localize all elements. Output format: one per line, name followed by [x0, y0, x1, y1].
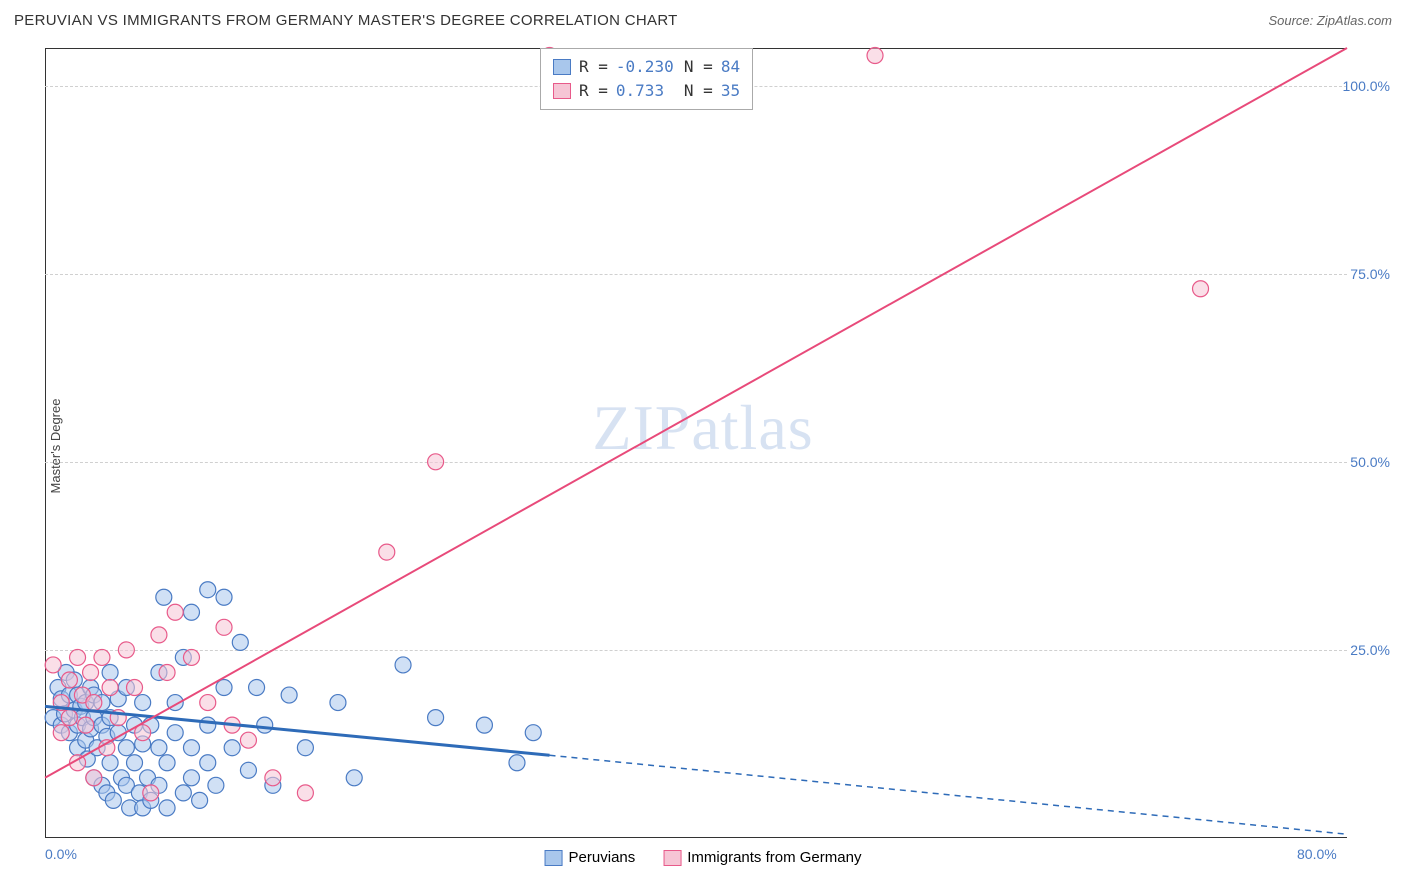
- chart-source: Source: ZipAtlas.com: [1268, 13, 1392, 28]
- legend-swatch: [663, 850, 681, 866]
- data-point: [53, 725, 69, 741]
- data-point: [257, 717, 273, 733]
- stats-r-value: -0.230: [616, 55, 676, 79]
- data-point: [102, 680, 118, 696]
- data-point: [175, 785, 191, 801]
- data-point: [61, 672, 77, 688]
- stats-r-value: 0.733: [616, 79, 676, 103]
- data-point: [216, 680, 232, 696]
- data-point: [281, 687, 297, 703]
- stats-row: R = -0.230 N = 84: [553, 55, 740, 79]
- data-point: [135, 695, 151, 711]
- data-point: [127, 755, 143, 771]
- stats-swatch: [553, 83, 571, 99]
- legend-swatch: [545, 850, 563, 866]
- data-point: [102, 755, 118, 771]
- data-point: [240, 762, 256, 778]
- data-point: [167, 725, 183, 741]
- y-tick-label: 75.0%: [1350, 266, 1390, 282]
- data-point: [509, 755, 525, 771]
- stats-r-label: R =: [579, 55, 608, 79]
- data-point: [78, 717, 94, 733]
- data-point: [200, 695, 216, 711]
- data-point: [183, 770, 199, 786]
- data-point: [156, 589, 172, 605]
- data-point: [224, 740, 240, 756]
- data-point: [183, 740, 199, 756]
- data-point: [151, 740, 167, 756]
- legend-item: Peruvians: [545, 849, 636, 866]
- data-point: [395, 657, 411, 673]
- data-point: [118, 642, 134, 658]
- data-point: [216, 589, 232, 605]
- x-tick-label: 80.0%: [1297, 846, 1337, 862]
- scatter-plot-svg: [45, 48, 1347, 838]
- data-point: [94, 649, 110, 665]
- y-tick-label: 25.0%: [1350, 642, 1390, 658]
- stats-swatch: [553, 59, 571, 75]
- data-point: [200, 755, 216, 771]
- data-point: [143, 785, 159, 801]
- data-point: [159, 800, 175, 816]
- data-point: [428, 710, 444, 726]
- chart-legend: Peruvians Immigrants from Germany: [537, 847, 870, 868]
- trend-line: [45, 48, 1347, 778]
- stats-n-label: N =: [684, 55, 713, 79]
- stats-n-value: 84: [721, 55, 740, 79]
- data-point: [265, 770, 281, 786]
- stats-r-label: R =: [579, 79, 608, 103]
- data-point: [86, 695, 102, 711]
- data-point: [232, 634, 248, 650]
- chart-title: PERUVIAN VS IMMIGRANTS FROM GERMANY MAST…: [14, 12, 678, 29]
- data-point: [105, 792, 121, 808]
- stats-n-value: 35: [721, 79, 740, 103]
- chart-header: PERUVIAN VS IMMIGRANTS FROM GERMANY MAST…: [0, 0, 1406, 40]
- trend-line: [550, 755, 1347, 834]
- data-point: [183, 604, 199, 620]
- legend-label: Immigrants from Germany: [687, 849, 861, 866]
- data-point: [118, 740, 134, 756]
- data-point: [346, 770, 362, 786]
- y-tick-label: 50.0%: [1350, 454, 1390, 470]
- data-point: [159, 664, 175, 680]
- data-point: [249, 680, 265, 696]
- x-tick-label: 0.0%: [45, 846, 77, 862]
- data-point: [240, 732, 256, 748]
- data-point: [159, 755, 175, 771]
- stats-n-label: N =: [684, 79, 713, 103]
- data-point: [200, 717, 216, 733]
- data-point: [379, 544, 395, 560]
- data-point: [83, 664, 99, 680]
- data-point: [1193, 281, 1209, 297]
- legend-label: Peruvians: [569, 849, 636, 866]
- data-point: [102, 664, 118, 680]
- data-point: [151, 627, 167, 643]
- data-point: [525, 725, 541, 741]
- data-point: [167, 604, 183, 620]
- y-tick-label: 100.0%: [1343, 78, 1390, 94]
- data-point: [61, 710, 77, 726]
- stats-row: R = 0.733 N = 35: [553, 79, 740, 103]
- data-point: [428, 454, 444, 470]
- data-point: [297, 785, 313, 801]
- data-point: [216, 619, 232, 635]
- data-point: [330, 695, 346, 711]
- data-point: [127, 680, 143, 696]
- data-point: [208, 777, 224, 793]
- data-point: [297, 740, 313, 756]
- correlation-stats-box: R = -0.230 N = 84 R = 0.733 N = 35: [540, 48, 753, 110]
- data-point: [192, 792, 208, 808]
- data-point: [200, 582, 216, 598]
- data-point: [867, 48, 883, 64]
- data-point: [86, 770, 102, 786]
- data-point: [476, 717, 492, 733]
- data-point: [45, 657, 61, 673]
- data-point: [183, 649, 199, 665]
- legend-item: Immigrants from Germany: [663, 849, 861, 866]
- data-point: [70, 649, 86, 665]
